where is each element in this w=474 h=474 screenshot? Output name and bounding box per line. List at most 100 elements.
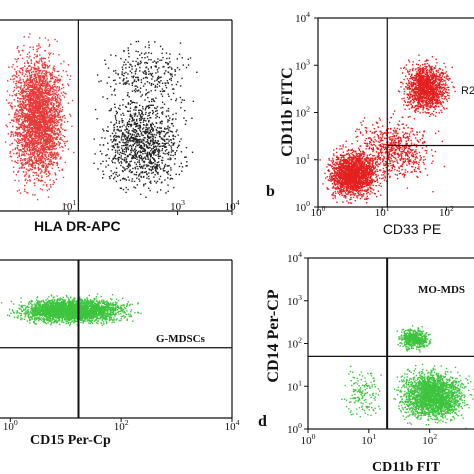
data-point	[155, 128, 157, 131]
data-point	[46, 137, 48, 139]
data-point	[146, 77, 148, 79]
data-point	[47, 99, 49, 101]
data-point	[150, 150, 152, 152]
data-point	[147, 158, 149, 160]
data-point	[41, 61, 43, 63]
data-point	[30, 119, 32, 121]
data-point	[32, 149, 35, 151]
data-point	[156, 78, 159, 80]
data-point	[45, 130, 47, 132]
data-point	[38, 128, 40, 130]
data-point	[150, 144, 152, 147]
data-point	[17, 45, 19, 48]
data-point	[43, 104, 46, 107]
data-point	[28, 109, 30, 111]
data-point	[116, 135, 118, 137]
data-point	[149, 136, 151, 139]
data-point	[39, 111, 41, 113]
data-point	[114, 123, 116, 126]
data-point	[140, 147, 142, 149]
data-point	[49, 128, 51, 131]
data-point	[13, 119, 15, 121]
data-point	[29, 125, 31, 127]
data-point	[130, 100, 132, 102]
data-point	[35, 145, 37, 148]
data-point	[150, 131, 152, 134]
data-point	[167, 154, 170, 156]
data-point	[13, 99, 15, 101]
data-point	[58, 170, 61, 172]
data-point	[151, 122, 153, 124]
data-point	[125, 186, 127, 189]
data-point	[128, 130, 130, 132]
data-point	[36, 55, 39, 57]
data-point	[48, 65, 50, 68]
data-point	[143, 139, 145, 142]
data-point	[40, 88, 42, 90]
data-point	[45, 73, 47, 75]
data-point	[160, 59, 163, 61]
data-point	[43, 145, 45, 147]
data-point	[18, 140, 20, 142]
data-point	[335, 187, 338, 189]
data-point	[124, 129, 126, 131]
data-point	[35, 106, 37, 108]
data-point	[66, 74, 69, 76]
data-point	[17, 162, 19, 164]
data-point	[352, 173, 354, 175]
data-point	[43, 106, 46, 109]
data-point	[38, 151, 40, 153]
data-point	[46, 184, 48, 186]
data-point	[114, 69, 117, 72]
data-point	[369, 160, 372, 162]
data-point	[32, 123, 34, 125]
data-point	[42, 134, 45, 137]
data-point	[15, 93, 18, 95]
data-point	[142, 153, 144, 155]
data-point	[24, 158, 26, 160]
data-point	[16, 117, 18, 119]
data-point	[20, 103, 22, 106]
data-point	[28, 73, 31, 75]
data-point	[156, 69, 159, 71]
data-point	[32, 93, 34, 96]
data-point	[46, 96, 48, 98]
data-point	[48, 92, 50, 94]
data-point	[25, 82, 27, 84]
data-point	[120, 139, 123, 141]
data-point	[149, 180, 152, 182]
data-point	[17, 133, 19, 135]
data-point	[345, 177, 348, 179]
data-point	[33, 146, 35, 149]
data-point	[25, 117, 27, 119]
data-point	[169, 139, 172, 141]
data-point	[43, 126, 45, 128]
data-point	[61, 169, 63, 171]
data-point	[58, 93, 60, 96]
data-point	[158, 130, 161, 133]
data-point	[31, 142, 34, 145]
data-point	[46, 158, 48, 160]
data-point	[62, 135, 64, 137]
data-point	[18, 154, 20, 156]
data-point	[338, 168, 340, 171]
data-point	[123, 135, 125, 138]
data-point	[142, 134, 144, 137]
data-point	[156, 142, 158, 144]
data-point	[51, 91, 54, 93]
data-point	[27, 133, 29, 135]
data-point	[56, 96, 59, 98]
data-point	[29, 109, 32, 112]
data-point	[21, 90, 24, 92]
data-point	[46, 143, 48, 145]
data-point	[167, 71, 170, 73]
data-point	[36, 107, 38, 110]
data-point	[94, 153, 96, 155]
data-point	[155, 166, 157, 168]
data-point	[125, 135, 127, 137]
data-point	[25, 168, 28, 171]
data-point	[17, 170, 20, 172]
data-point	[131, 180, 133, 182]
data-point	[99, 150, 102, 152]
data-point	[107, 67, 110, 69]
